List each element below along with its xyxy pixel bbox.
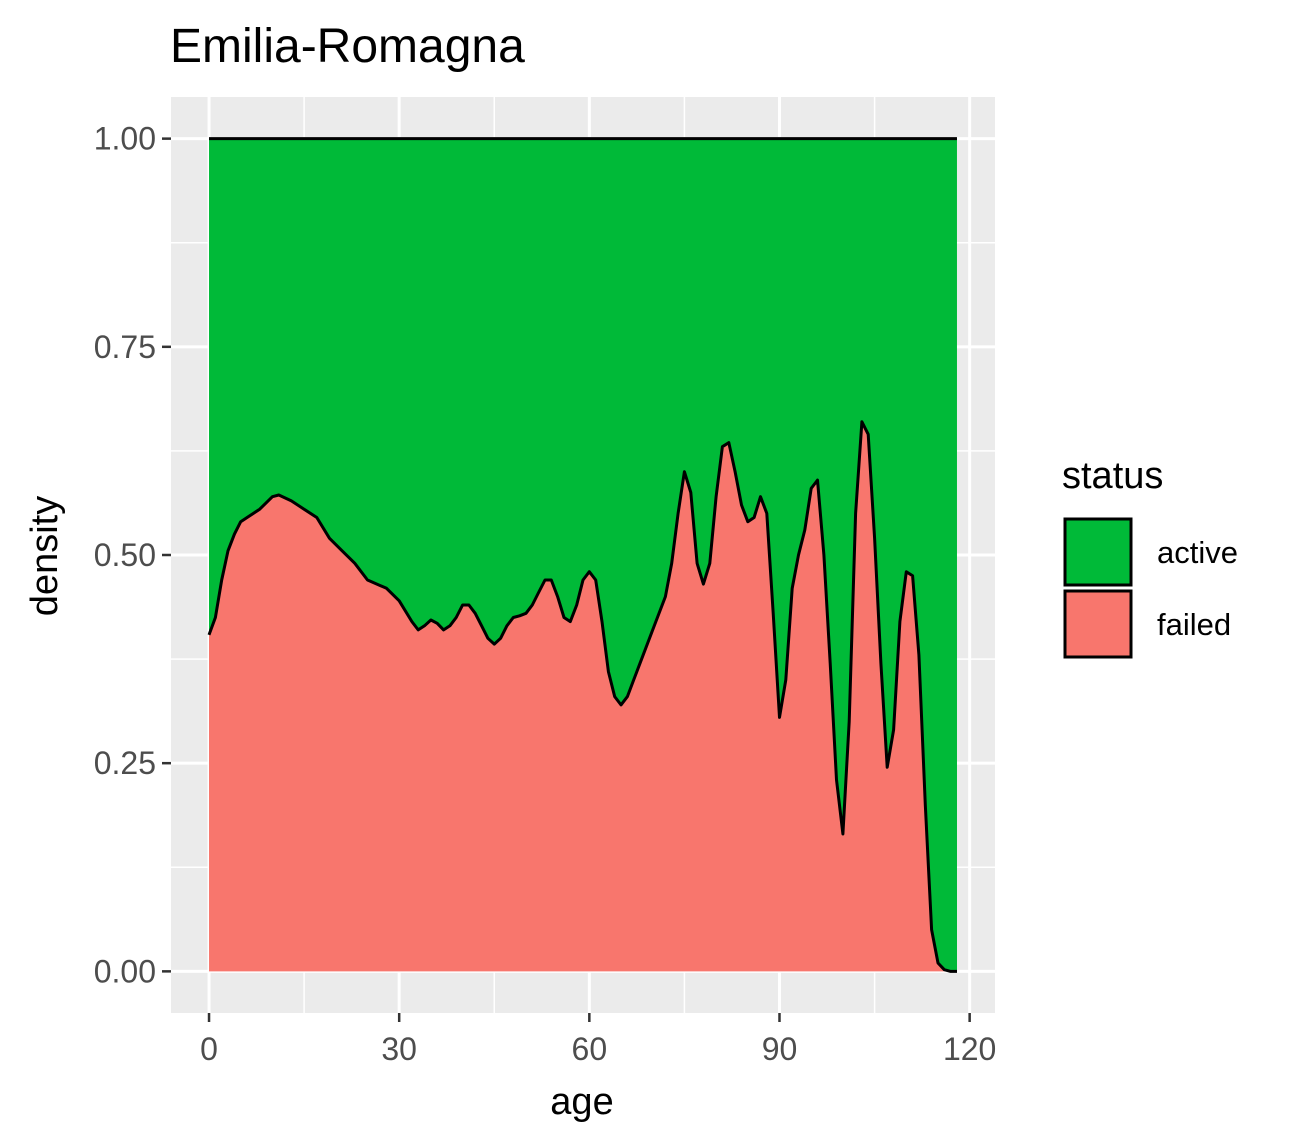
area-failed — [209, 421, 957, 972]
y-tick-label: 0.00 — [94, 953, 156, 989]
y-tick-label: 1.00 — [94, 121, 156, 157]
y-tick-label: 0.25 — [94, 745, 156, 781]
chart-title: Emilia-Romagna — [170, 20, 525, 73]
x-tick-label: 120 — [943, 1031, 996, 1067]
y-axis-ticks: 0.00 0.25 0.50 0.75 1.00 — [94, 121, 171, 989]
y-tick-label: 0.75 — [94, 329, 156, 365]
y-axis-label: density — [24, 496, 66, 616]
x-tick-label: 60 — [572, 1031, 608, 1067]
y-tick-label: 0.50 — [94, 537, 156, 573]
density-areas — [207, 137, 957, 973]
x-tick-label: 30 — [381, 1031, 417, 1067]
area-active — [209, 138, 957, 972]
x-axis-ticks: 0 30 60 90 120 — [200, 1013, 996, 1067]
legend: status active failed — [1062, 455, 1238, 659]
x-tick-label: 0 — [200, 1031, 218, 1067]
legend-items: active failed — [1063, 517, 1238, 659]
legend-title: status — [1062, 455, 1163, 497]
x-tick-label: 90 — [762, 1031, 798, 1067]
x-axis-label: age — [550, 1081, 613, 1123]
legend-key-failed — [1063, 589, 1133, 659]
boundary-line-failed — [207, 420, 957, 973]
legend-label-failed: failed — [1157, 607, 1231, 642]
legend-label-active: active — [1157, 535, 1238, 570]
legend-key-active — [1063, 517, 1133, 587]
